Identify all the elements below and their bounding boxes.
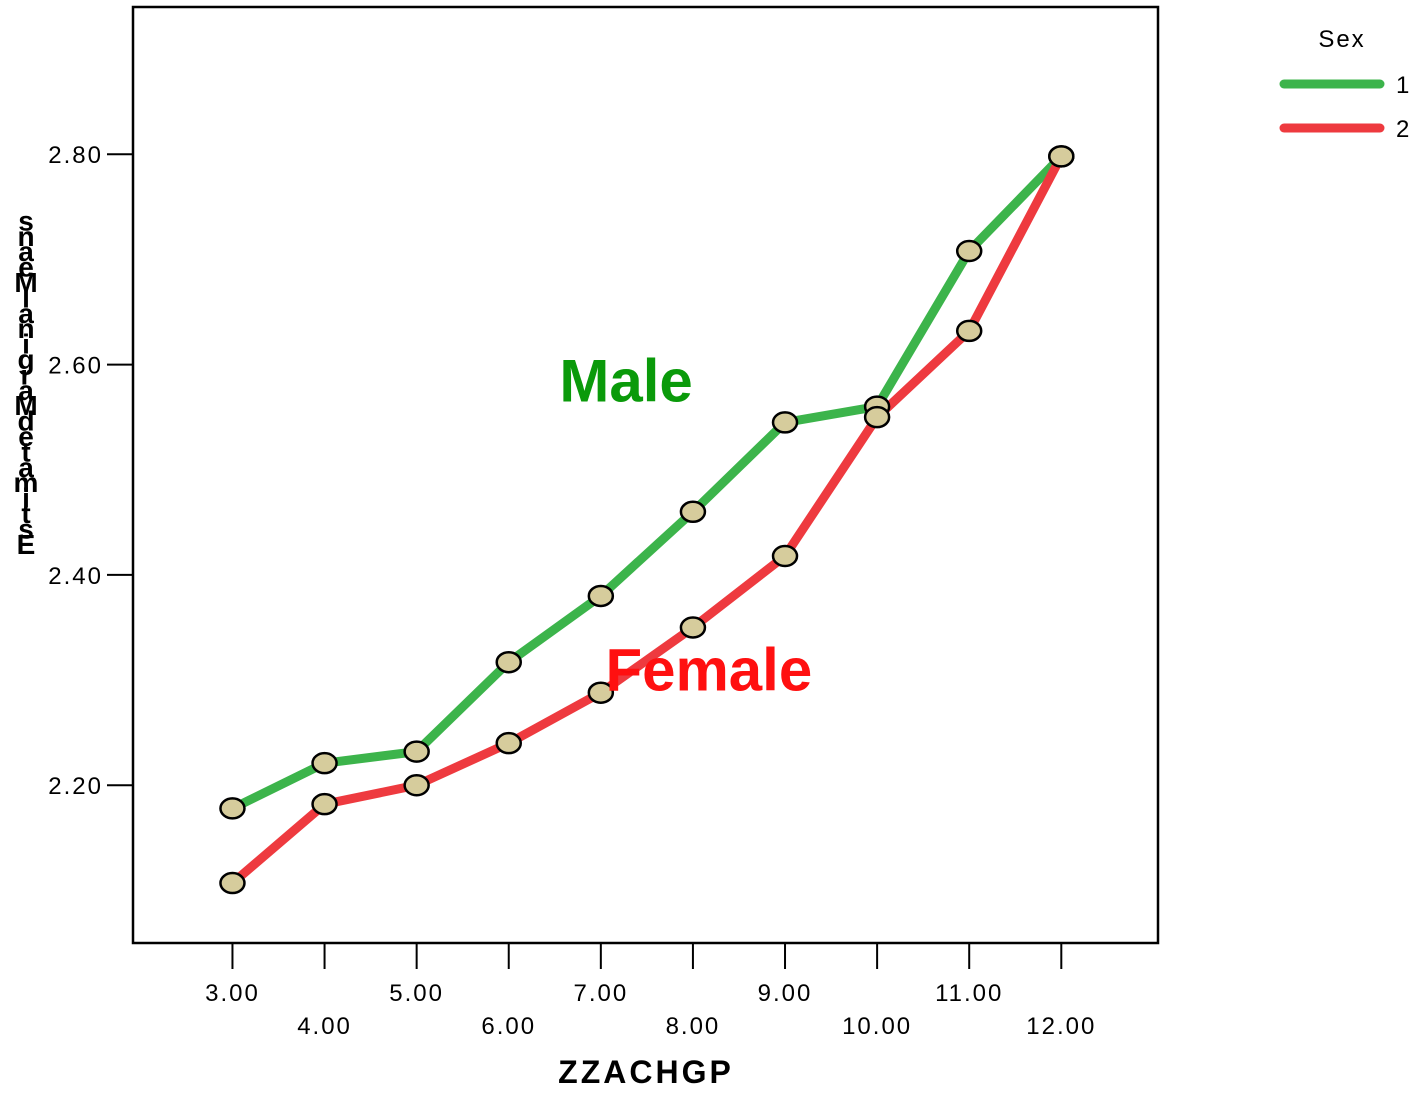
series-1-point xyxy=(955,239,983,263)
y-tick-label: 2.20 xyxy=(48,773,103,800)
y-tick-label: 2.40 xyxy=(48,563,103,590)
series-2-point xyxy=(1048,145,1075,168)
x-tick-label: 11.00 xyxy=(935,980,1003,1007)
x-tick-label: 4.00 xyxy=(297,1013,352,1040)
series-1-point xyxy=(403,740,430,763)
series-lines xyxy=(228,151,1066,888)
legend: Sex 1 2 xyxy=(1279,26,1409,143)
series-1-point xyxy=(219,797,246,820)
x-tick-label: 5.00 xyxy=(389,980,444,1007)
legend-title: Sex xyxy=(1318,26,1365,53)
series-2-point xyxy=(771,544,799,568)
y-tick-label: 2.60 xyxy=(48,353,103,380)
x-tick-label: 10.00 xyxy=(842,1013,912,1040)
annotations: Male Female xyxy=(559,347,812,703)
annotation-female: Female xyxy=(605,637,812,704)
y-axis-title-text: snaeMlanigraMdetamitsE xyxy=(14,205,39,559)
y-tick-label: 2.80 xyxy=(48,142,103,169)
x-axis-title: ZZACHGP xyxy=(558,1054,734,1090)
series-1-point xyxy=(311,751,338,775)
x-tick-label: 3.00 xyxy=(205,980,260,1007)
legend-label-1: 1 xyxy=(1396,72,1409,99)
series-1-point xyxy=(679,500,707,524)
legend-label-2: 2 xyxy=(1396,116,1409,143)
x-tick-label: 7.00 xyxy=(573,980,628,1007)
y-axis-title: snaeMlanigraMdetamitsE xyxy=(14,205,39,559)
series-2-point xyxy=(679,616,707,639)
series-2-point xyxy=(955,319,983,343)
series-1-point xyxy=(771,411,799,434)
series-2-point xyxy=(311,792,338,816)
series-1-point xyxy=(587,584,615,608)
series-2-point xyxy=(587,681,615,704)
series-2-point xyxy=(495,731,522,755)
x-tick-label: 12.00 xyxy=(1026,1013,1096,1040)
x-axis: 3.00 4.00 5.00 6.00 7.00 8.00 9.00 10.00 11.00 12… xyxy=(205,943,1096,1040)
x-tick-label: 9.00 xyxy=(758,980,813,1007)
series-2-line xyxy=(228,151,1066,888)
series-2-point xyxy=(863,405,891,429)
series-markers xyxy=(219,145,1075,895)
series-2-point xyxy=(219,871,246,895)
series-1-line xyxy=(228,151,1066,813)
series-2-point xyxy=(403,773,430,797)
annotation-male: Male xyxy=(559,347,692,414)
plot-frame xyxy=(131,5,1160,945)
x-tick-label: 8.00 xyxy=(666,1013,721,1040)
y-axis: 2.20 2.40 2.60 2.80 xyxy=(48,142,133,800)
x-tick-label: 6.00 xyxy=(481,1013,536,1040)
series-1-point xyxy=(495,650,522,674)
